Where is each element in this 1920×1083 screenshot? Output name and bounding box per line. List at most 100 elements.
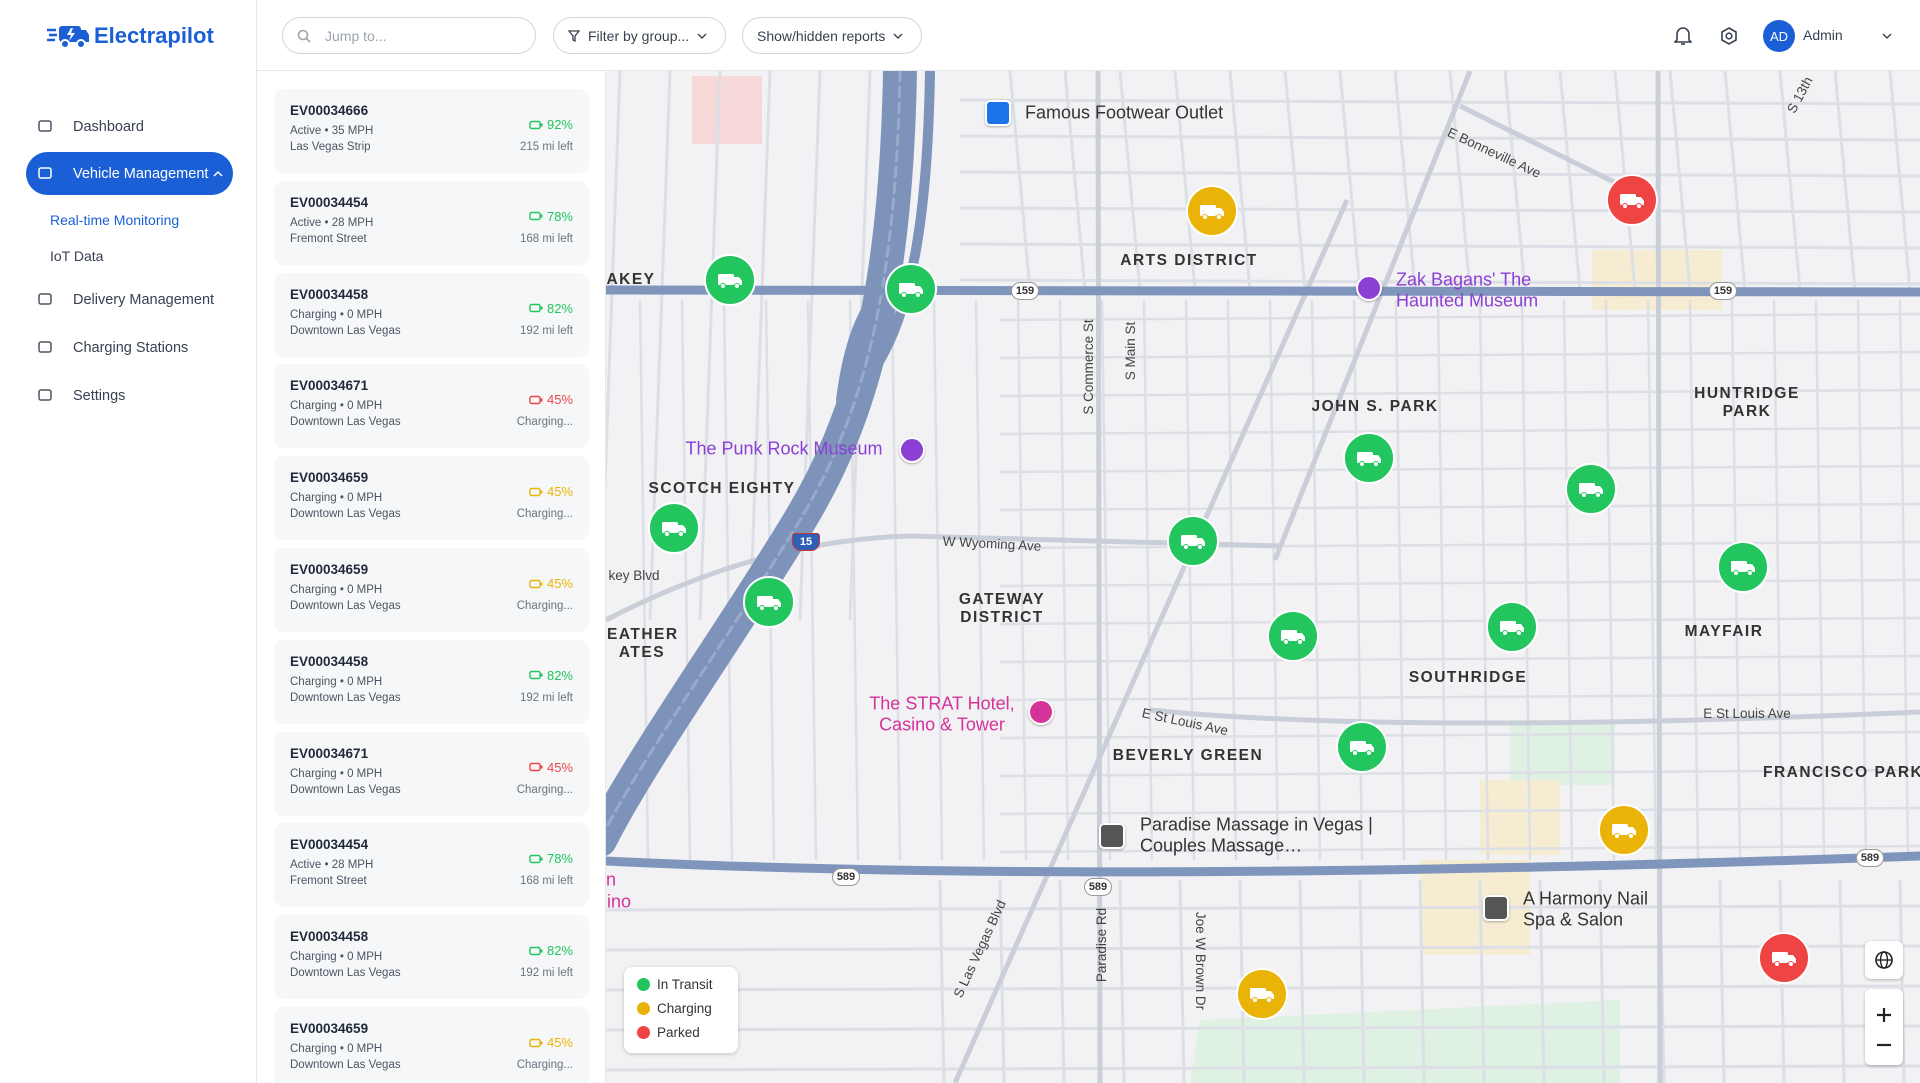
user-name[interactable]: Admin: [1803, 27, 1843, 43]
vehicle-card[interactable]: EV00034454 Active • 28 MPH Fremont Street 7…: [274, 823, 589, 908]
battery: 45%: [529, 1035, 573, 1050]
map[interactable]: In Transit Charging Parked Famous Footwear…: [606, 71, 1920, 1083]
map-label[interactable]: SCOTCH EIGHTY: [648, 480, 796, 498]
map-label[interactable]: A Harmony Nail Spa & Salon: [1523, 888, 1649, 929]
map-label[interactable]: key Blvd: [608, 568, 660, 584]
map-label[interactable]: EATHER ATES: [607, 626, 679, 661]
street: [999, 464, 1920, 474]
filter-button[interactable]: Filter by group...: [553, 17, 726, 54]
vehicle-card[interactable]: EV00034666 Active • 35 MPH Las Vegas Strip…: [274, 89, 589, 173]
vehicle-card[interactable]: EV00034458 Charging • 0 MPH Downtown Las V…: [274, 915, 589, 1000]
map-label[interactable]: Paradise Massage in Vegas | Couples Mass…: [1140, 814, 1373, 855]
map-label[interactable]: Famous Footwear Outlet: [1025, 102, 1224, 123]
poi-icon[interactable]: [1099, 823, 1125, 849]
map-label[interactable]: BEVERLY GREEN: [1112, 747, 1264, 765]
poi-icon[interactable]: [899, 437, 925, 463]
street: [999, 312, 1920, 322]
map-label[interactable]: AKEY: [606, 271, 656, 289]
battery: 45%: [529, 484, 573, 499]
battery-body: [529, 762, 541, 772]
map-label[interactable]: SOUTHRIDGE: [1408, 669, 1528, 687]
street: [999, 768, 1920, 778]
poi-icon[interactable]: [1028, 699, 1054, 725]
nav-subitem[interactable]: IoT Data: [50, 248, 104, 264]
vehicle-range: Charging...: [516, 600, 573, 612]
poi-icon[interactable]: [985, 100, 1011, 126]
vehicle-id: EV00034454: [290, 837, 369, 853]
vehicle-card[interactable]: EV00034659 Charging • 0 MPH Downtown Las V…: [274, 456, 589, 541]
vehicle-card[interactable]: EV00034659 Charging • 0 MPH Downtown Las V…: [274, 548, 589, 632]
nav-item[interactable]: Settings: [26, 374, 233, 417]
map-label[interactable]: The Punk Rock Museum: [685, 438, 883, 459]
battery-body: [529, 120, 541, 129]
street: [1142, 299, 1154, 861]
map-label[interactable]: n: [606, 869, 617, 890]
street: [938, 879, 946, 1083]
poi-icon[interactable]: [1483, 895, 1509, 921]
nav-subitem[interactable]: Real-time Monitoring: [50, 212, 180, 228]
map-label[interactable]: The STRAT Hotel, Casino & Tower: [869, 693, 1015, 734]
globe-icon: [1875, 951, 1893, 969]
battery: 82%: [529, 668, 573, 683]
vehicle-range: Charging...: [516, 783, 573, 796]
map-label[interactable]: Zak Bagans' The Haunted Museum: [1396, 269, 1539, 310]
map-label[interactable]: S Commerce St: [1081, 319, 1097, 415]
reports-button[interactable]: Show/hidden reports: [742, 17, 922, 54]
map-label[interactable]: E St Louis Ave: [1703, 706, 1791, 722]
marker-glyph: [1281, 630, 1297, 641]
marker-glyph: [1350, 741, 1366, 752]
vehicle-status: Charging • 0 MPH: [290, 492, 383, 505]
map-label[interactable]: HUNTRIDGE PARK: [1694, 385, 1800, 420]
map-label[interactable]: S Main St: [1123, 321, 1139, 381]
vehicle-card[interactable]: EV00034458 Charging • 0 MPH Downtown Las V…: [274, 272, 589, 357]
marker-wheel: [1352, 750, 1358, 756]
battery-level: 78%: [546, 208, 573, 224]
street: [932, 299, 944, 861]
map-label[interactable]: FRANCISCO PARK: [1763, 764, 1920, 782]
chevron: [697, 33, 707, 39]
map-label[interactable]: JOHN S. PARK: [1311, 398, 1439, 416]
battery-level: 82%: [546, 300, 573, 316]
marker-glyph: [1216, 208, 1224, 216]
marker-glyph: [1612, 824, 1628, 835]
nav-item[interactable]: Vehicle Management: [26, 152, 233, 195]
vehicle-card[interactable]: EV00034671 Charging • 0 MPH Downtown Las V…: [274, 731, 589, 816]
search-box[interactable]: Jump to...: [282, 17, 536, 54]
nav-item[interactable]: Dashboard: [26, 105, 233, 148]
nav-item[interactable]: Delivery Management: [26, 278, 233, 321]
map-label[interactable]: Joe W Brown Dr: [1192, 911, 1208, 1011]
map-label[interactable]: GATEWAY DISTRICT: [958, 591, 1046, 626]
street: [1888, 71, 1912, 291]
zoom-in[interactable]: [1876, 1007, 1892, 1023]
poi-icon[interactable]: [1356, 275, 1382, 301]
marker-wheel: [1636, 203, 1642, 209]
map-label[interactable]: Paradise Rd: [1094, 907, 1110, 983]
nav-chevron: [213, 170, 223, 177]
user-chevron[interactable]: [1882, 32, 1892, 40]
battery-tip: [540, 398, 543, 402]
battery-tip: [540, 1041, 543, 1044]
marker-glyph: [1628, 827, 1636, 835]
map-label[interactable]: MAYFAIR: [1684, 623, 1764, 641]
avatar[interactable]: AD: [1763, 20, 1795, 52]
street: [1723, 71, 1747, 291]
notification-icon[interactable]: [1674, 26, 1692, 46]
vehicle-card[interactable]: EV00034458 Charging • 0 MPH Downtown Las V…: [274, 639, 589, 724]
vehicle-card[interactable]: EV00034671 Charging • 0 MPH Downtown Las V…: [274, 364, 589, 449]
map-label[interactable]: ARTS DISTRICT: [1120, 252, 1258, 270]
battery-body: [529, 854, 541, 864]
nav-label: Vehicle Management: [73, 165, 209, 182]
zoom-out[interactable]: [1876, 1043, 1892, 1047]
vehicle-card[interactable]: EV00034454 Active • 28 MPH Fremont Street 7…: [274, 180, 589, 265]
globe-button[interactable]: [1865, 941, 1903, 979]
settings-icon[interactable]: [1720, 27, 1738, 45]
nav-item[interactable]: Charging Stations: [26, 326, 233, 369]
vehicle-card[interactable]: EV00034659 Charging • 0 MPH Downtown Las V…: [274, 1007, 589, 1083]
vehicle-list: EV00034666 Active • 35 MPH Las Vegas Strip…: [258, 72, 606, 1083]
battery-icon: [529, 854, 543, 864]
marker-glyph: [757, 596, 773, 607]
street: [890, 299, 902, 861]
street: [959, 98, 1920, 106]
vehicle-id: EV00034659: [290, 470, 369, 486]
map-label[interactable]: ino: [607, 891, 632, 912]
